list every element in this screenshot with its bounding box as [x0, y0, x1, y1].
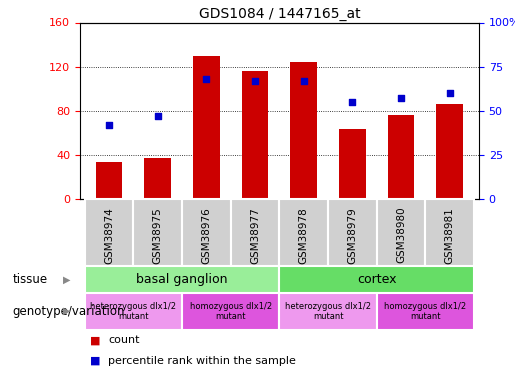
Point — [202, 76, 211, 82]
Point — [348, 99, 356, 105]
Text: genotype/variation: genotype/variation — [13, 305, 125, 318]
Bar — [231, 199, 280, 266]
Bar — [84, 266, 280, 292]
Bar — [280, 292, 377, 330]
Text: heterozygous dlx1/2
mutant: heterozygous dlx1/2 mutant — [90, 302, 176, 321]
Text: percentile rank within the sample: percentile rank within the sample — [108, 356, 296, 366]
Bar — [242, 71, 268, 199]
Point — [251, 78, 259, 84]
Bar — [280, 266, 474, 292]
Text: heterozygous dlx1/2
mutant: heterozygous dlx1/2 mutant — [285, 302, 371, 321]
Bar — [84, 199, 133, 266]
Text: GSM38974: GSM38974 — [104, 207, 114, 264]
Text: GSM38978: GSM38978 — [299, 207, 308, 264]
Text: ■: ■ — [90, 335, 100, 345]
Text: GSM38976: GSM38976 — [201, 207, 211, 264]
Bar — [377, 292, 474, 330]
Bar — [182, 199, 231, 266]
Bar — [328, 199, 377, 266]
Point — [445, 90, 454, 96]
Bar — [133, 199, 182, 266]
Point — [105, 122, 113, 128]
Text: count: count — [108, 335, 140, 345]
Text: GSM38980: GSM38980 — [396, 207, 406, 264]
Text: basal ganglion: basal ganglion — [136, 273, 228, 286]
Point — [397, 95, 405, 101]
Text: GSM38981: GSM38981 — [445, 207, 455, 264]
Bar — [144, 158, 171, 199]
Bar — [290, 62, 317, 199]
Title: GDS1084 / 1447165_at: GDS1084 / 1447165_at — [199, 8, 360, 21]
Bar — [84, 292, 182, 330]
Text: tissue: tissue — [13, 273, 48, 286]
Bar — [193, 56, 220, 199]
Bar — [182, 292, 280, 330]
Bar — [388, 115, 415, 199]
Bar — [377, 199, 425, 266]
Bar — [436, 104, 463, 199]
Text: ▶: ▶ — [63, 306, 71, 316]
Text: homozygous dlx1/2
mutant: homozygous dlx1/2 mutant — [384, 302, 467, 321]
Text: GSM38977: GSM38977 — [250, 207, 260, 264]
Text: GSM38975: GSM38975 — [153, 207, 163, 264]
Text: GSM38979: GSM38979 — [348, 207, 357, 264]
Text: homozygous dlx1/2
mutant: homozygous dlx1/2 mutant — [190, 302, 272, 321]
Bar — [280, 199, 328, 266]
Text: ■: ■ — [90, 356, 100, 366]
Bar — [96, 162, 123, 199]
Point — [153, 113, 162, 119]
Bar — [339, 129, 366, 199]
Point — [300, 78, 308, 84]
Text: cortex: cortex — [357, 273, 397, 286]
Text: ▶: ▶ — [63, 274, 71, 284]
Bar — [425, 199, 474, 266]
